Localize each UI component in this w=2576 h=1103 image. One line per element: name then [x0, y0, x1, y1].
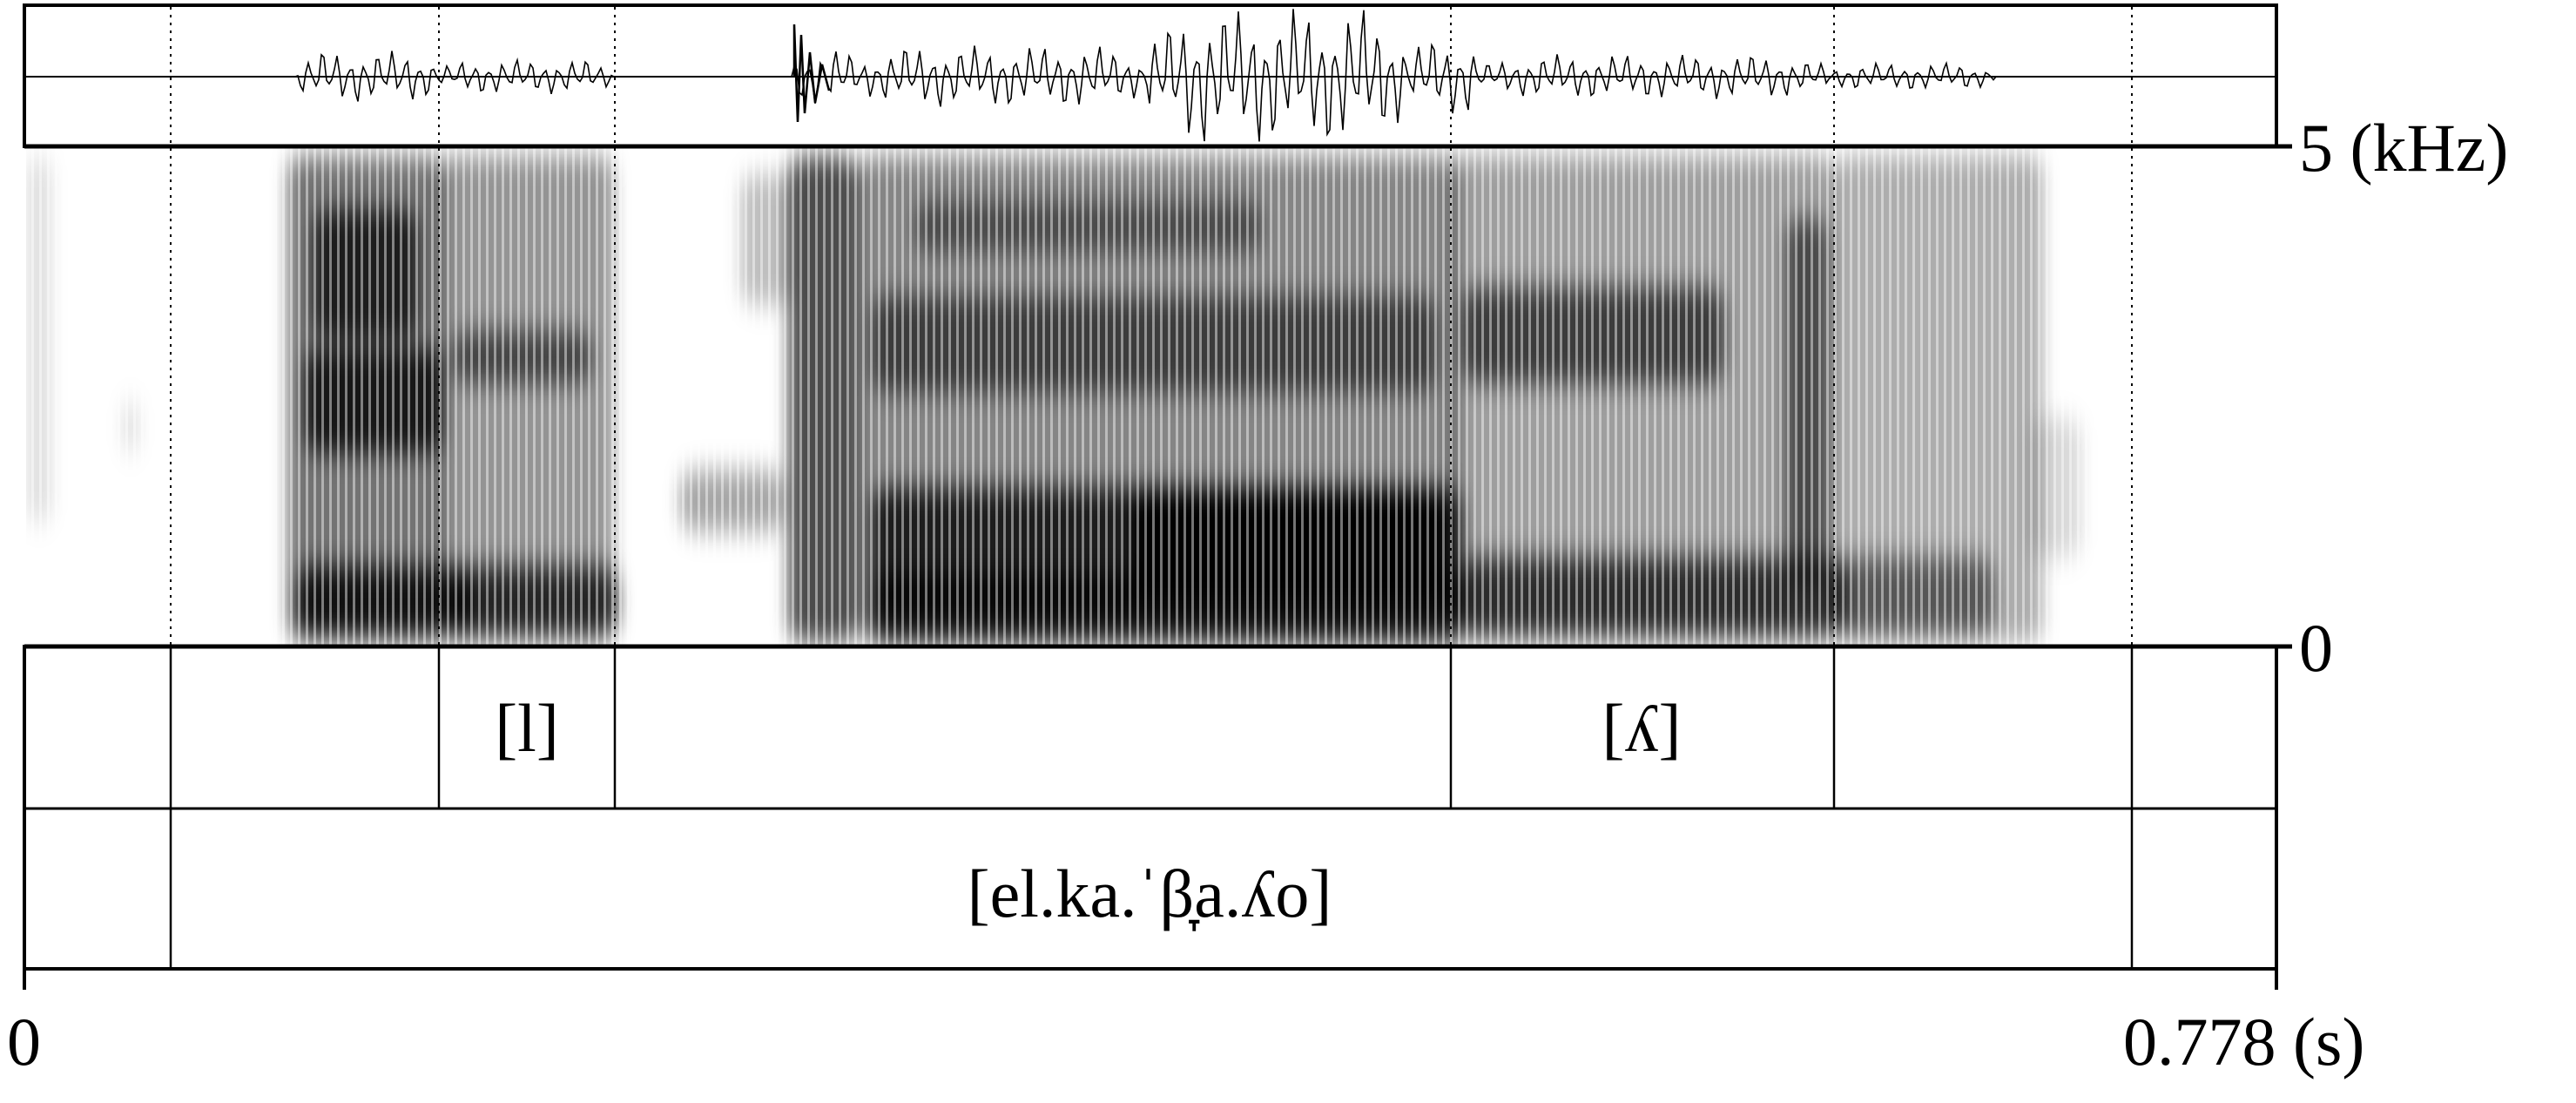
textgrid: [l] [ʎ] [el.ka.ˈβ̞a.ʎo] — [23, 645, 2278, 971]
segment-label-l: [l] — [495, 690, 559, 766]
freq-top-label: 5 (kHz) — [2299, 110, 2508, 186]
word-tier-boundaries — [169, 809, 2134, 969]
waveform-panel — [23, 3, 2278, 148]
freq-bottom-label: 0 — [2299, 610, 2333, 686]
segment-label-palatal-lateral: [ʎ] — [1602, 690, 1682, 766]
waveform-burst — [792, 24, 831, 123]
waveform-trace — [26, 9, 2273, 142]
spectrogram-striations — [26, 146, 2275, 646]
word-transcription: [el.ka.ˈβ̞a.ʎo] — [968, 856, 1332, 931]
segment-tier-boundaries — [169, 646, 2134, 809]
spectrogram-panel — [24, 144, 2292, 649]
time-start-label: 0 — [7, 1004, 41, 1079]
waveform-path — [26, 9, 2273, 142]
time-end-label: 0.778 (s) — [2123, 1004, 2364, 1079]
